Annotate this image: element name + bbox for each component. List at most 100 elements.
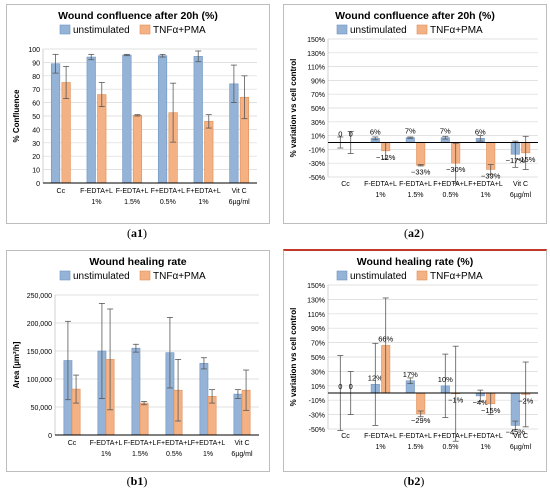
x-tick-label: 1.5% xyxy=(124,199,140,206)
x-tick-label: F+EDTA+L xyxy=(186,188,221,195)
y-tick-label: 50,000 xyxy=(31,405,53,412)
x-tick-label: F+EDTA+L xyxy=(468,181,503,188)
bar-unstimulated xyxy=(86,56,96,184)
bar-unstimulated xyxy=(131,347,141,436)
y-tick-label: 0 xyxy=(48,433,52,440)
y-tick-label: 10 xyxy=(32,168,40,175)
y-tick-label: 130% xyxy=(307,51,325,58)
x-tick-label: F+EDTA+L xyxy=(468,433,503,440)
y-tick-label: 30% xyxy=(311,120,325,127)
bar-unstimulated xyxy=(233,393,243,436)
data-label: −1% xyxy=(448,396,464,405)
legend-swatch-1 xyxy=(416,270,428,281)
legend-swatch-0 xyxy=(59,24,71,35)
x-tick-label: 0.5% xyxy=(443,444,459,451)
y-tick-label: 150% xyxy=(307,37,325,44)
y-tick-label: 70% xyxy=(311,92,325,99)
y-tick-label: 70 xyxy=(32,87,40,94)
panel-b2: Wound healing rate (%) unstimulated TNFα+P… xyxy=(283,249,547,472)
bar-unstimulated xyxy=(193,56,203,184)
caption-b1: (b1) xyxy=(126,474,148,488)
bar-unstimulated xyxy=(199,363,209,436)
data-label: 66% xyxy=(378,334,393,343)
x-tick-label: 1.5% xyxy=(408,444,424,451)
x-tick-label: F-EDTA+L xyxy=(80,188,113,195)
y-tick-label: 110% xyxy=(308,312,325,319)
data-label: 0 xyxy=(338,130,342,139)
data-label: −12% xyxy=(376,153,396,162)
y-axis-label: % variation vs cell control xyxy=(289,308,298,407)
y-tick-label: 80 xyxy=(32,74,40,81)
x-tick-label: 6µg/ml xyxy=(231,451,253,458)
x-tick-label: 1% xyxy=(91,199,101,206)
x-tick-label: F-EDTA+L xyxy=(364,181,397,188)
data-label: 10% xyxy=(438,375,453,384)
x-tick-label: F+EDTA+L xyxy=(433,433,468,440)
y-tick-label: -50% xyxy=(309,427,325,434)
x-tick-label: Cc xyxy=(57,188,66,195)
y-tick-label: 30 xyxy=(32,141,40,148)
data-label: 7% xyxy=(440,127,451,136)
y-tick-label: -30% xyxy=(309,161,325,168)
legend-swatch-0 xyxy=(336,24,348,35)
y-tick-label: 130% xyxy=(307,297,325,304)
x-tick-label: F-EDTA+L xyxy=(399,181,432,188)
legend-label-1: TNFα+PMA xyxy=(153,25,206,36)
x-tick-label: F+EDTA+L xyxy=(157,440,192,447)
caption-a1: (a1) xyxy=(127,226,147,240)
y-tick-label: 150% xyxy=(307,283,325,290)
x-tick-label: 1.5% xyxy=(132,451,148,458)
y-tick-label: 50 xyxy=(32,114,40,121)
y-tick-label: 60 xyxy=(32,101,40,108)
legend-label-1: TNFα+PMA xyxy=(430,271,483,282)
legend-swatch-1 xyxy=(139,24,151,35)
y-tick-label: -50% xyxy=(309,175,325,182)
x-tick-label: F+EDTA+L xyxy=(191,440,226,447)
bar-tnfpma xyxy=(139,402,149,436)
caption-b2: (b2) xyxy=(403,474,425,488)
y-tick-label: 70% xyxy=(311,341,325,348)
bar-unstimulated xyxy=(122,54,132,184)
x-tick-label: 1% xyxy=(480,444,490,451)
x-tick-label: Vit C xyxy=(513,181,528,188)
bar-tnfpma xyxy=(204,121,214,184)
x-tick-label: F-EDTA+L xyxy=(124,440,157,447)
chart-title: Wound healing rate xyxy=(89,256,186,268)
y-tick-label: 100 xyxy=(28,47,40,54)
data-label: −15% xyxy=(481,406,501,415)
x-tick-label: F-EDTA+L xyxy=(116,188,149,195)
panel-b1: Wound healing rate unstimulated TNFα+PMA 0 5… xyxy=(6,250,270,472)
panel-a2: Wound confluence after 20h (%) unstimulat… xyxy=(283,4,547,224)
y-tick-label: -10% xyxy=(309,147,325,154)
x-tick-label: Vit C xyxy=(234,440,249,447)
data-label: −15% xyxy=(516,155,536,164)
data-label: −45% xyxy=(506,427,526,436)
x-tick-label: F-EDTA+L xyxy=(399,433,432,440)
x-tick-label: F+EDTA+L xyxy=(433,181,468,188)
bar-tnfpma xyxy=(416,142,426,166)
bar-tnfpma xyxy=(132,115,143,184)
data-label: 6% xyxy=(370,127,381,136)
y-tick-label: 90% xyxy=(311,78,325,85)
legend-swatch-0 xyxy=(336,270,348,281)
data-label: −33% xyxy=(411,167,431,176)
y-tick-label: 200,000 xyxy=(27,321,52,328)
x-tick-label: 6µg/ml xyxy=(510,444,532,451)
chart-title: Wound confluence after 20h (%) xyxy=(335,10,495,22)
chart-a1: Wound confluence after 20h (%) unstimulat… xyxy=(12,10,257,206)
legend-label-0: unstimulated xyxy=(350,271,407,282)
data-label: 12% xyxy=(368,373,383,382)
x-tick-label: Cc xyxy=(341,433,350,440)
bar-tnfpma xyxy=(97,94,107,184)
legend-label-0: unstimulated xyxy=(73,25,130,36)
y-axis-label: % variation vs cell control xyxy=(289,59,298,158)
data-label: 0 xyxy=(338,382,342,391)
x-tick-label: 6µg/ml xyxy=(510,192,532,199)
chart-b2: Wound healing rate (%) unstimulated TNFα+P… xyxy=(289,256,538,451)
y-tick-label: 90 xyxy=(32,60,40,67)
y-tick-label: 10% xyxy=(311,134,325,141)
y-tick-label: 20 xyxy=(32,154,40,161)
y-tick-label: 50% xyxy=(311,106,325,113)
y-tick-label: 40 xyxy=(32,127,40,134)
x-tick-label: 0.5% xyxy=(166,451,182,458)
